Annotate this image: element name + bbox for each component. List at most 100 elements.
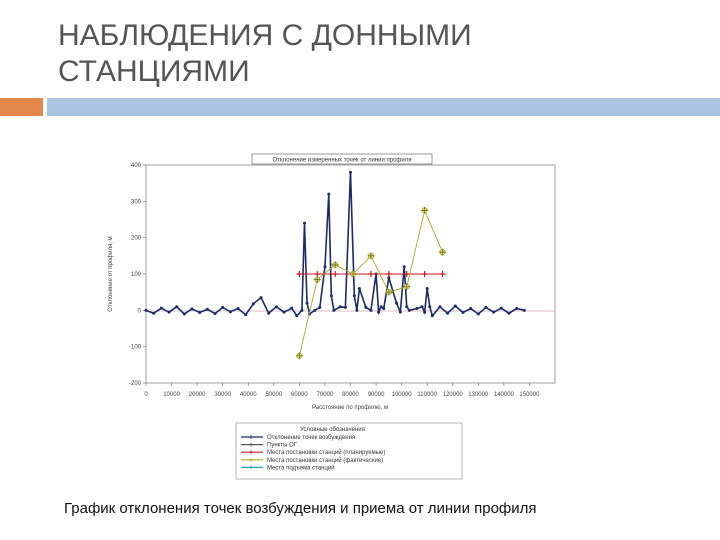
x-tick-label: 40000 [240,392,257,398]
deviation-point [338,305,342,309]
actual-station-cross [421,206,429,214]
legend-item: Пункты ОГ [241,442,298,449]
deviation-point [407,308,411,312]
legend-label: Места постановки станций (фактические) [267,457,383,464]
deviation-series [144,170,526,318]
legend-marker [249,465,253,470]
x-tick-label: 90000 [368,392,385,398]
deviation-point [213,312,217,316]
actual-station-cross [295,352,303,360]
deviation-point [349,170,352,174]
planned-station-marker [439,271,446,277]
deviation-point [295,314,299,318]
deviation-point [522,308,526,312]
x-axis: 0 10000 20000 30000 40000 50000 60000 70000 8000… [144,383,540,398]
deviation-point [182,312,186,316]
deviation-point [379,305,383,309]
x-tick-label: 150000 [519,392,540,398]
legend-label: Пункты ОГ [267,443,298,449]
deviation-point [343,305,347,309]
deviation-point [251,302,255,306]
legend-item: Места подъема станций [241,464,335,471]
deviation-point [469,307,473,311]
y-tick-label: 400 [131,163,142,169]
deviation-point [205,307,209,311]
x-tick-label: 80000 [342,392,359,398]
x-tick-label: 140000 [494,392,515,398]
planned-station-marker [332,271,339,277]
x-tick-label: 70000 [317,392,334,398]
slide-title-line1: НАБЛЮДЕНИЯ С ДОННЫМИ [58,19,472,52]
deviation-point [438,305,442,309]
deviation-point [423,310,427,314]
actual-station-cross [313,275,321,283]
deviation-point [327,192,331,196]
y-axis-label: Отклонение от профиля, м [108,236,114,311]
deviation-point [274,305,278,309]
x-tick-label: 20000 [189,392,206,398]
deviation-point [395,301,399,305]
planned-station-marker [385,271,392,277]
deviation-point [398,310,402,314]
deviation-point [323,265,327,269]
deviation-point [282,310,286,314]
y-tick-label: 200 [131,236,142,242]
deviation-point [228,310,232,314]
actual-station-cross [385,288,393,296]
deviation-point [402,265,406,269]
deviation-point [332,308,336,312]
legend-label: Места постановки станций (планируемые) [267,449,385,456]
planned-station-marker [421,271,428,277]
deviation-point [302,221,306,225]
deviation-point [453,304,457,308]
x-tick-label: 30000 [214,392,231,398]
actual-station-cross [367,252,375,260]
deviation-point [318,305,322,309]
deviation-point [515,307,519,311]
deviation-point [221,305,225,309]
actual-station-cross [349,270,357,278]
legend-box [235,422,463,480]
deviation-point [198,311,202,315]
deviation-point [428,305,432,309]
x-tick-label: 60000 [291,392,308,398]
deviation-point [425,287,429,291]
deviation-point [415,307,419,311]
deviation-point [290,306,294,310]
deviation-point [352,294,356,298]
deviation-point [507,311,511,315]
y-tick-label: 100 [131,272,142,278]
deviation-point [305,301,309,305]
deviation-point [236,307,240,311]
planned-station-marker [367,271,374,277]
deviation-point [329,294,333,298]
x-tick-label: 0 [144,392,148,398]
y-tick-label: 300 [131,199,142,205]
deviation-point [190,307,194,311]
y-tick-label: 0 [138,308,142,314]
accent-bar [0,98,43,116]
x-tick-label: 130000 [468,392,489,398]
actual-station-cross [331,261,339,269]
y-axis: 400 300 200 100 0 -100 -200 [129,163,146,387]
deviation-point [369,308,373,312]
deviation-point [355,308,359,312]
x-tick-label: 10000 [163,392,180,398]
legend-item: Места постановки станций (планируемые) [241,449,385,456]
chart-title: Отклонение измеренных точек от линии про… [273,158,412,164]
deviation-point [476,312,480,316]
deviation-point [499,306,503,310]
legend-label: Отклонение точек возбуждения [267,435,355,441]
y-tick-label: -100 [129,345,142,351]
legend-item: Отклонение точек возбуждения [241,435,355,441]
x-tick-label: 50000 [265,392,282,398]
series-layer [144,170,526,360]
deviation-point [144,308,148,312]
deviation-point [405,305,409,309]
slide-title-line2: СТАНЦИЯМИ [58,55,250,88]
slide-title: НАБЛЮДЕНИЯ С ДОННЫМИ СТАНЦИЯМИ [58,18,658,90]
legend-marker [249,442,253,447]
chart-title-box [251,153,433,165]
